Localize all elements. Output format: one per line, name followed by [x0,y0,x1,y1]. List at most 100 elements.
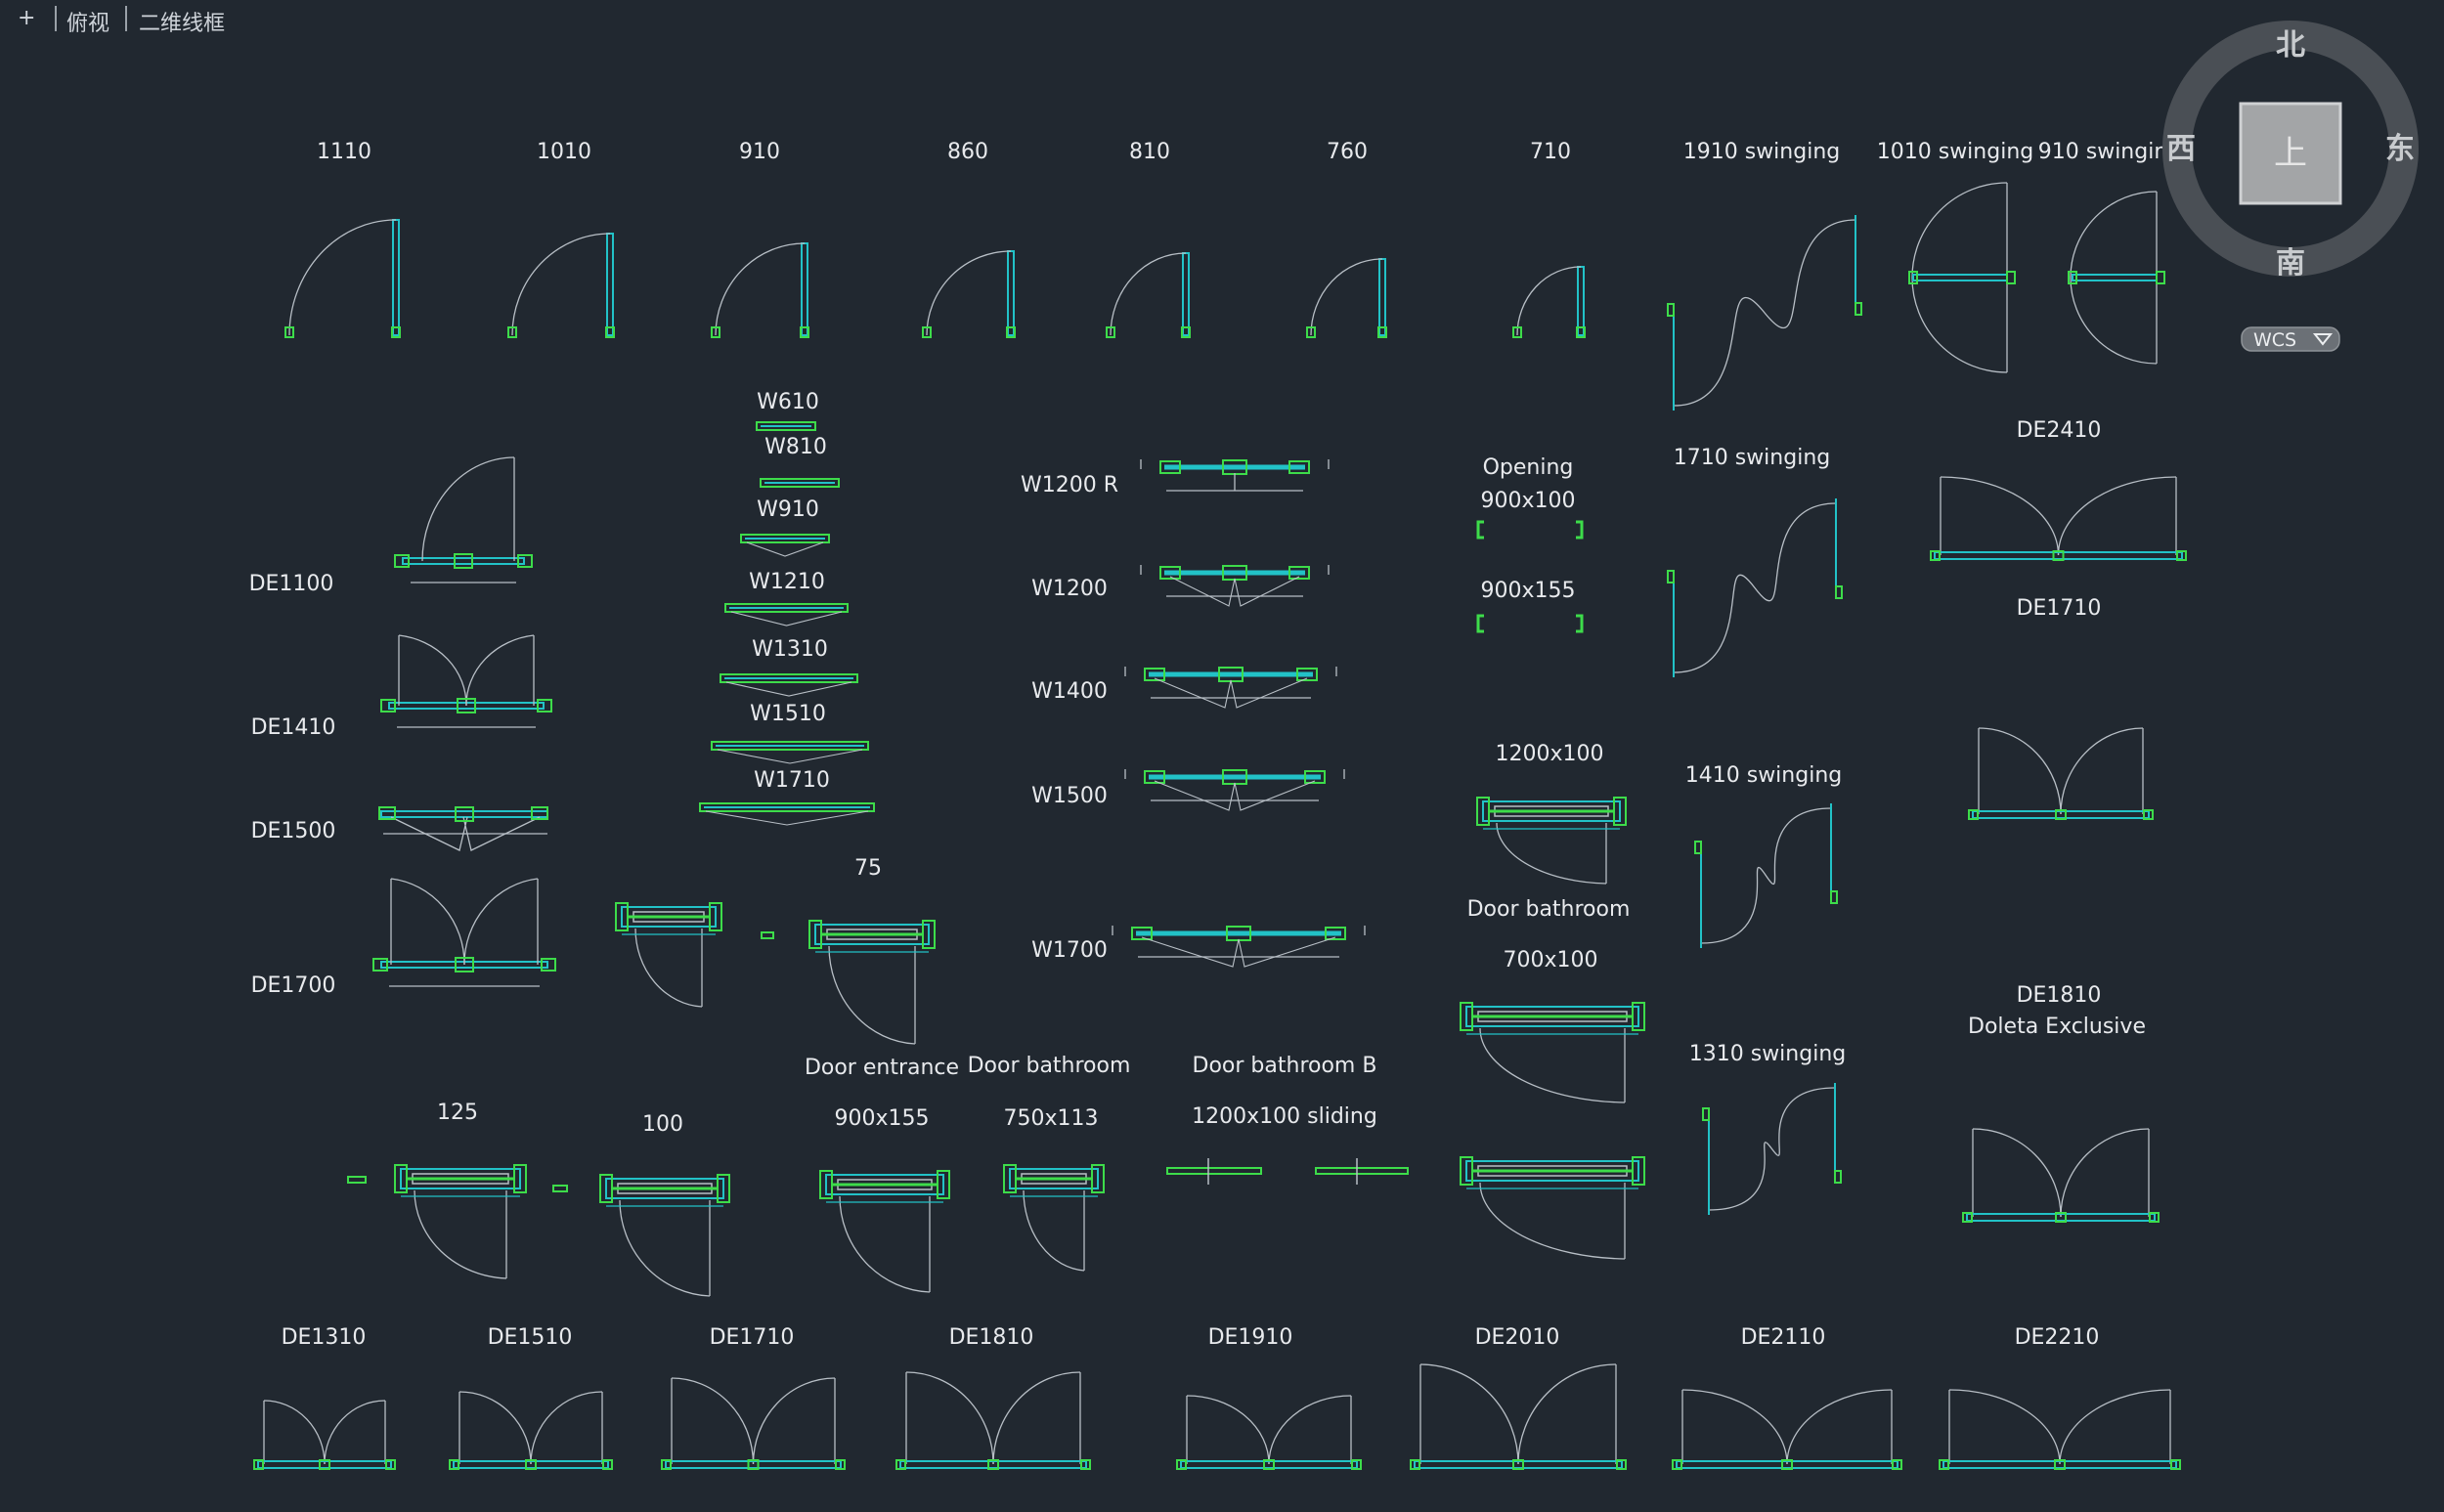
swing-arc [1516,266,1582,336]
chevron-down-icon [2312,333,2334,346]
jamb [1667,570,1675,583]
compass-east-label[interactable]: 东 [2385,132,2415,166]
jamb [1930,550,1941,561]
drawing-label: 1710 swinging [1674,446,1830,470]
compass-west-label[interactable]: 西 [2166,132,2196,166]
jamb [1908,271,1918,284]
frame-door-100 [599,1174,730,1297]
door-frame [1009,1168,1099,1189]
drawing-label: W1510 [750,702,826,726]
drawing-label: W1200 R [1021,473,1118,497]
drawing-label: DE2110 [1741,1325,1826,1350]
jamb [537,699,552,713]
wcs-dropdown[interactable]: WCS [2241,326,2340,352]
window-swing [1154,780,1316,811]
swinging-door-910 [2068,191,2165,365]
jamb [1702,1107,1710,1121]
swing-arc [288,219,397,336]
jamb [1835,585,1843,599]
drawing-label: W1210 [749,570,825,594]
jamb [1632,1156,1645,1186]
compass-north-label[interactable]: 北 [2276,28,2305,63]
swing-arc [1700,807,1832,944]
jamb [2176,550,2187,561]
compass-ring[interactable] [2162,21,2419,277]
drawing-label: DE1810 [2017,983,2102,1008]
drawing-label: W1200 [1031,577,1108,601]
jamb [1512,326,1522,338]
swing-arc [1479,1027,1626,1103]
jamb [1306,326,1316,338]
handle [457,698,476,713]
opening-bracket [1476,614,1484,633]
window-symbol-4 [720,673,858,697]
swing-arc [926,250,1012,336]
plan-door-DE1700 [372,878,556,987]
jamb [922,920,936,949]
jamb [253,1459,264,1470]
window-swing [705,810,869,826]
view-direction-button[interactable]: 俯视 [66,12,110,36]
jamb [2006,271,2016,284]
jamb [1351,1459,1362,1470]
jamb [1460,1156,1473,1186]
jamb [615,902,629,931]
drawing-label: 700x100 [1503,948,1597,972]
opening-bracket [1576,520,1584,540]
door-frame [825,1174,944,1195]
window-frame [724,603,849,613]
door-frame [1465,1160,1639,1182]
window-frame [1144,668,1165,681]
swing-arc [1419,1363,1519,1465]
window-swing [746,541,824,557]
swing-arc [752,1377,836,1465]
jamb [2055,1212,2067,1223]
double-door-bottom-4 [1176,1395,1362,1470]
drawing-label: W910 [757,497,819,522]
jamb [1892,1459,1902,1470]
small-dash-0 [347,1176,367,1184]
swing-arc [390,878,465,966]
viewcube-top-face[interactable] [2239,102,2342,205]
jamb [1410,1459,1420,1470]
swing-door-symbol [284,219,401,338]
jamb [987,1459,999,1470]
plan-door-DE1410 [380,634,552,728]
jamb [385,1459,396,1470]
double-door-bottom-7 [1939,1389,2181,1470]
drawing-label: Door bathroom [1467,897,1631,922]
drawing-label: 1010 [537,140,591,164]
frame-door-75 [808,920,936,1045]
jamb [2052,550,2065,561]
swing-arc [421,456,515,562]
window-frame [1159,566,1181,580]
swinging-door-1310 [1702,1083,1842,1215]
jamb [2149,1212,2160,1223]
swing-arc [715,242,806,336]
swing-arc [1673,219,1856,407]
window-frame [699,802,875,812]
swing-arc [2060,727,2144,815]
swing-door-symbol [1306,258,1387,338]
double-door-bottom-1 [449,1391,613,1470]
double-door-bottom-2 [661,1377,846,1470]
window-frame [1131,927,1153,940]
jamb [394,554,410,568]
drawing-label: 910 swinging [2038,140,2181,164]
plan-door-DE1100 [394,456,533,583]
jamb [1476,797,1490,826]
double-door-bottom-6 [1672,1389,1902,1470]
viewport-menu-button[interactable]: + [18,6,36,30]
swing-arc [458,1391,532,1465]
visual-style-button[interactable]: 二维线框 [139,12,226,36]
jamb [284,326,294,338]
double-door-bottom-0 [253,1400,396,1470]
drawing-label: 1910 swinging [1683,140,1840,164]
frame-door-bathroom-lower [1460,1156,1645,1260]
swing-arc [839,1195,931,1293]
jamb [1003,1164,1017,1193]
handle [454,553,473,569]
compass-south-label[interactable]: 南 [2276,246,2305,281]
